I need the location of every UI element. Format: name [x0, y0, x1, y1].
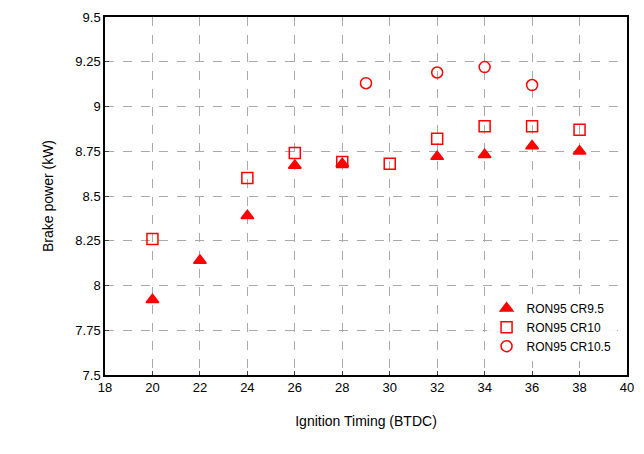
svg-text:RON95 CR9.5: RON95 CR9.5: [527, 302, 605, 316]
svg-text:7.75: 7.75: [75, 323, 100, 338]
svg-text:8.5: 8.5: [83, 189, 101, 204]
svg-text:8.25: 8.25: [75, 233, 100, 248]
svg-text:34: 34: [477, 380, 491, 395]
svg-text:7.5: 7.5: [83, 368, 101, 383]
svg-text:28: 28: [335, 380, 349, 395]
svg-text:RON95 CR10.5: RON95 CR10.5: [527, 340, 611, 354]
svg-text:32: 32: [430, 380, 444, 395]
svg-text:Ignition Timing (BTDC): Ignition Timing (BTDC): [295, 413, 437, 429]
svg-text:24: 24: [240, 380, 254, 395]
svg-text:22: 22: [193, 380, 207, 395]
svg-text:26: 26: [288, 380, 302, 395]
svg-text:30: 30: [382, 380, 396, 395]
svg-text:RON95 CR10: RON95 CR10: [527, 321, 601, 335]
svg-text:Brake power (kW): Brake power (kW): [40, 140, 56, 252]
svg-text:9.25: 9.25: [75, 54, 100, 69]
svg-text:20: 20: [145, 380, 159, 395]
svg-text:9.5: 9.5: [83, 10, 101, 25]
svg-text:18: 18: [98, 380, 112, 395]
svg-text:36: 36: [525, 380, 539, 395]
svg-text:8.75: 8.75: [75, 144, 100, 159]
svg-text:38: 38: [572, 380, 586, 395]
svg-text:40: 40: [620, 380, 634, 395]
svg-text:8: 8: [93, 278, 100, 293]
svg-text:9: 9: [93, 99, 100, 114]
